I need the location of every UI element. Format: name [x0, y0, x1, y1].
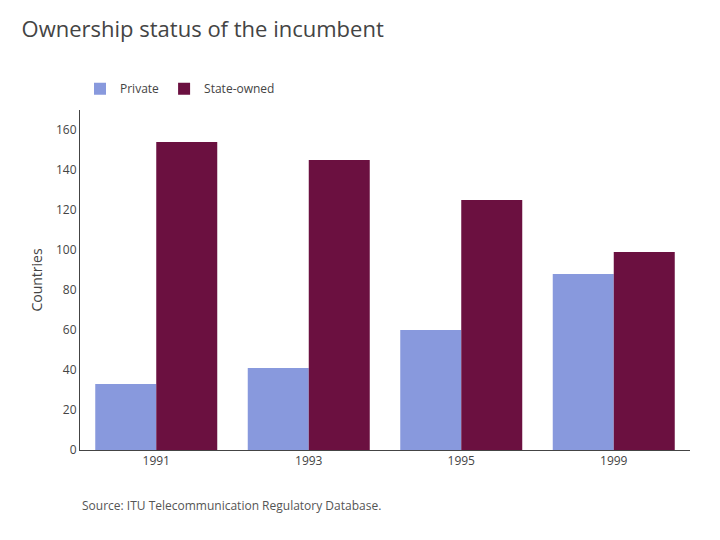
svg-text:60: 60 — [63, 321, 77, 338]
svg-text:1999: 1999 — [600, 452, 628, 469]
svg-text:140: 140 — [56, 161, 77, 178]
svg-text:1993: 1993 — [295, 452, 323, 469]
svg-text:100: 100 — [56, 241, 77, 258]
svg-text:40: 40 — [63, 361, 77, 378]
svg-text:Ownership status of the incumb: Ownership status of the incumbent — [22, 13, 384, 43]
svg-text:State-owned: State-owned — [204, 80, 274, 97]
svg-text:Private: Private — [120, 80, 159, 97]
svg-text:1991: 1991 — [143, 452, 170, 469]
svg-text:Source: ITU Telecommunication: Source: ITU Telecommunication Regulatory… — [82, 497, 381, 514]
svg-text:120: 120 — [56, 201, 77, 218]
svg-text:Countries: Countries — [27, 248, 46, 312]
svg-text:0: 0 — [70, 441, 77, 458]
svg-text:160: 160 — [56, 121, 77, 138]
svg-text:80: 80 — [63, 281, 77, 298]
svg-text:20: 20 — [63, 401, 77, 418]
svg-text:1995: 1995 — [448, 452, 476, 469]
